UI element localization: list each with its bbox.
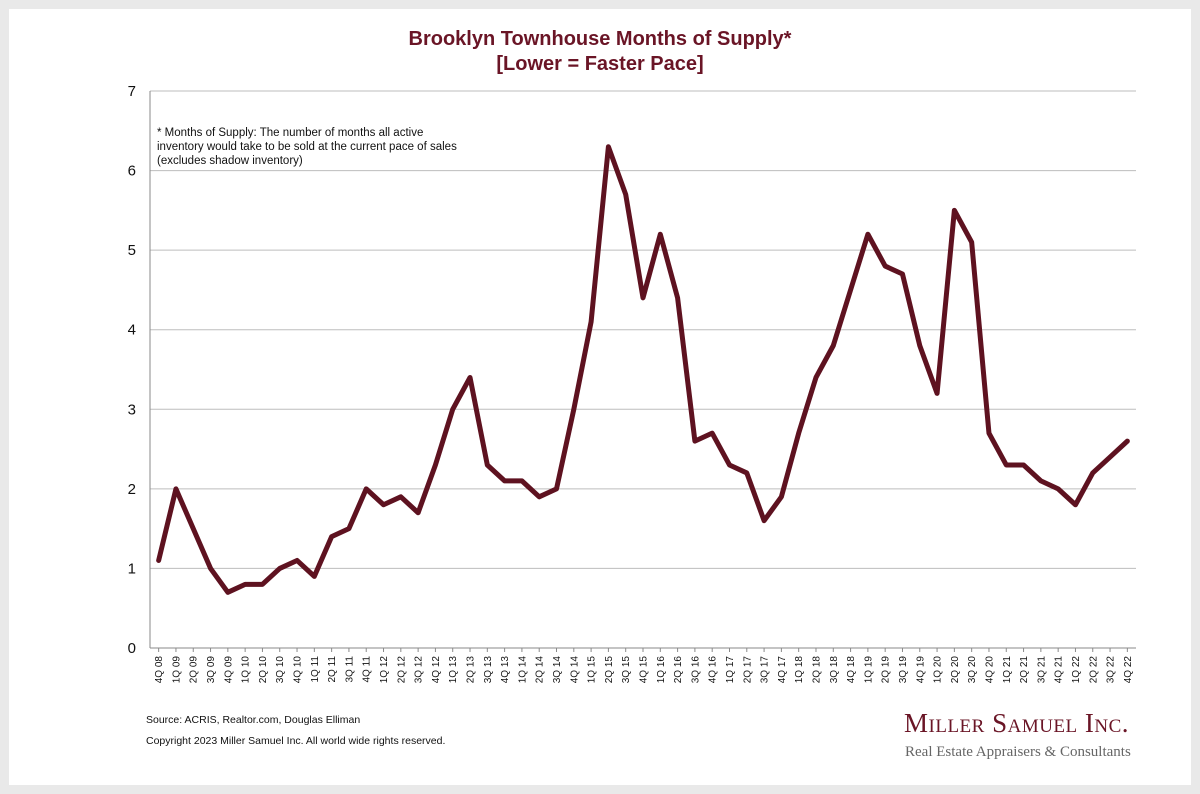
months-of-supply-note: * Months of Supply: The number of months… <box>157 127 457 167</box>
x-tick-label: 3Q 15 <box>621 656 632 684</box>
x-tick-label: 3Q 20 <box>967 656 978 684</box>
x-tick-label: 3Q 11 <box>344 656 355 683</box>
y-tick-label: 3 <box>128 401 136 418</box>
x-tick-label: 2Q 10 <box>258 656 269 684</box>
x-tick-label: 2Q 21 <box>1019 656 1030 684</box>
x-tick-label: 4Q 08 <box>154 656 165 684</box>
series-line <box>156 144 1130 595</box>
y-axis-ticks: 0 1 2 3 4 5 6 7 <box>128 83 136 657</box>
x-tick-label: 3Q 14 <box>552 656 563 684</box>
gridlines <box>150 90 1136 569</box>
x-tick-label: 1Q 11 <box>310 656 321 683</box>
x-tick-label: 4Q 14 <box>569 656 580 684</box>
x-tick-label: 2Q 17 <box>742 656 753 684</box>
x-tick-label: 1Q 13 <box>448 656 459 684</box>
x-tick-label: 4Q 16 <box>708 656 719 684</box>
x-tick-label: 3Q 12 <box>414 656 425 684</box>
x-tick-label: 4Q 17 <box>777 656 788 684</box>
x-tick-label: 4Q 13 <box>500 656 511 684</box>
x-tick-label: 4Q 11 <box>362 656 373 683</box>
x-tick-label: 3Q 17 <box>760 656 771 684</box>
x-tick-label: 4Q 10 <box>293 656 304 684</box>
x-tick-label: 1Q 21 <box>1002 656 1013 684</box>
x-tick-label: 1Q 14 <box>517 656 528 684</box>
x-tick-label: 4Q 18 <box>846 656 857 684</box>
x-tick-label: 3Q 16 <box>690 656 701 684</box>
x-tick-label: 3Q 13 <box>483 656 494 684</box>
chart-card <box>9 9 1191 785</box>
x-tick-label: 1Q 09 <box>171 656 182 684</box>
x-tick-label: 3Q 21 <box>1036 656 1047 684</box>
x-tick-label: 2Q 22 <box>1088 656 1099 684</box>
y-tick-label: 1 <box>128 560 136 577</box>
x-tick-label: 1Q 15 <box>587 656 598 684</box>
copyright-text: Copyright 2023 Miller Samuel Inc. All wo… <box>146 735 446 747</box>
x-tick-label: 1Q 18 <box>794 656 805 684</box>
x-tick-label: 1Q 20 <box>933 656 944 684</box>
source-text: Source: ACRIS, Realtor.com, Douglas Elli… <box>146 714 361 726</box>
x-tick-label: 2Q 18 <box>811 656 822 684</box>
y-tick-label: 2 <box>128 481 136 498</box>
x-tick-label: 4Q 20 <box>984 656 995 684</box>
chart-title: Brooklyn Townhouse Months of Supply* <box>408 28 792 50</box>
x-tick-label: 1Q 10 <box>241 656 252 684</box>
x-tick-label: 1Q 22 <box>1071 656 1082 684</box>
x-tick-label: 2Q 20 <box>950 656 961 684</box>
x-tick-label: 1Q 19 <box>863 656 874 684</box>
y-tick-label: 4 <box>128 322 136 339</box>
x-tick-label: 1Q 12 <box>379 656 390 684</box>
x-tick-label: 1Q 16 <box>656 656 667 684</box>
y-tick-label: 6 <box>128 163 136 180</box>
x-tick-label: 3Q 22 <box>1106 656 1117 684</box>
y-tick-label: 0 <box>128 640 136 657</box>
x-tick-label: 3Q 18 <box>829 656 840 684</box>
x-tick-label: 2Q 11 <box>327 656 338 683</box>
x-tick-label: 3Q 10 <box>275 656 286 684</box>
x-axis-ticks: 4Q 08 1Q 09 2Q 09 3Q 09 4Q 09 1Q 10 2Q 10 3Q 10… <box>154 648 1134 683</box>
x-tick-label: 4Q 19 <box>915 656 926 684</box>
chart-subtitle: [Lower = Faster Pace] <box>496 53 704 75</box>
x-tick-label: 2Q 12 <box>396 656 407 684</box>
x-tick-label: 4Q 12 <box>431 656 442 684</box>
x-tick-label: 4Q 09 <box>223 656 234 684</box>
x-tick-label: 3Q 09 <box>206 656 217 684</box>
x-tick-label: 4Q 21 <box>1054 656 1065 684</box>
y-tick-label: 7 <box>128 83 136 100</box>
x-tick-label: 2Q 19 <box>881 656 892 684</box>
x-tick-label: 1Q 17 <box>725 656 736 684</box>
x-tick-label: 2Q 09 <box>189 656 200 684</box>
x-tick-label: 2Q 15 <box>604 656 615 684</box>
brand-tagline: Real Estate Appraisers & Consultants <box>905 744 1131 760</box>
x-tick-label: 4Q 15 <box>639 656 650 684</box>
y-tick-label: 5 <box>128 242 136 259</box>
x-tick-label: 2Q 16 <box>673 656 684 684</box>
x-tick-label: 3Q 19 <box>898 656 909 684</box>
brand-logo-name: Miller Samuel Inc. <box>904 708 1130 738</box>
x-tick-label: 4Q 22 <box>1123 656 1134 684</box>
x-tick-label: 2Q 14 <box>535 656 546 684</box>
x-tick-label: 2Q 13 <box>466 656 477 684</box>
